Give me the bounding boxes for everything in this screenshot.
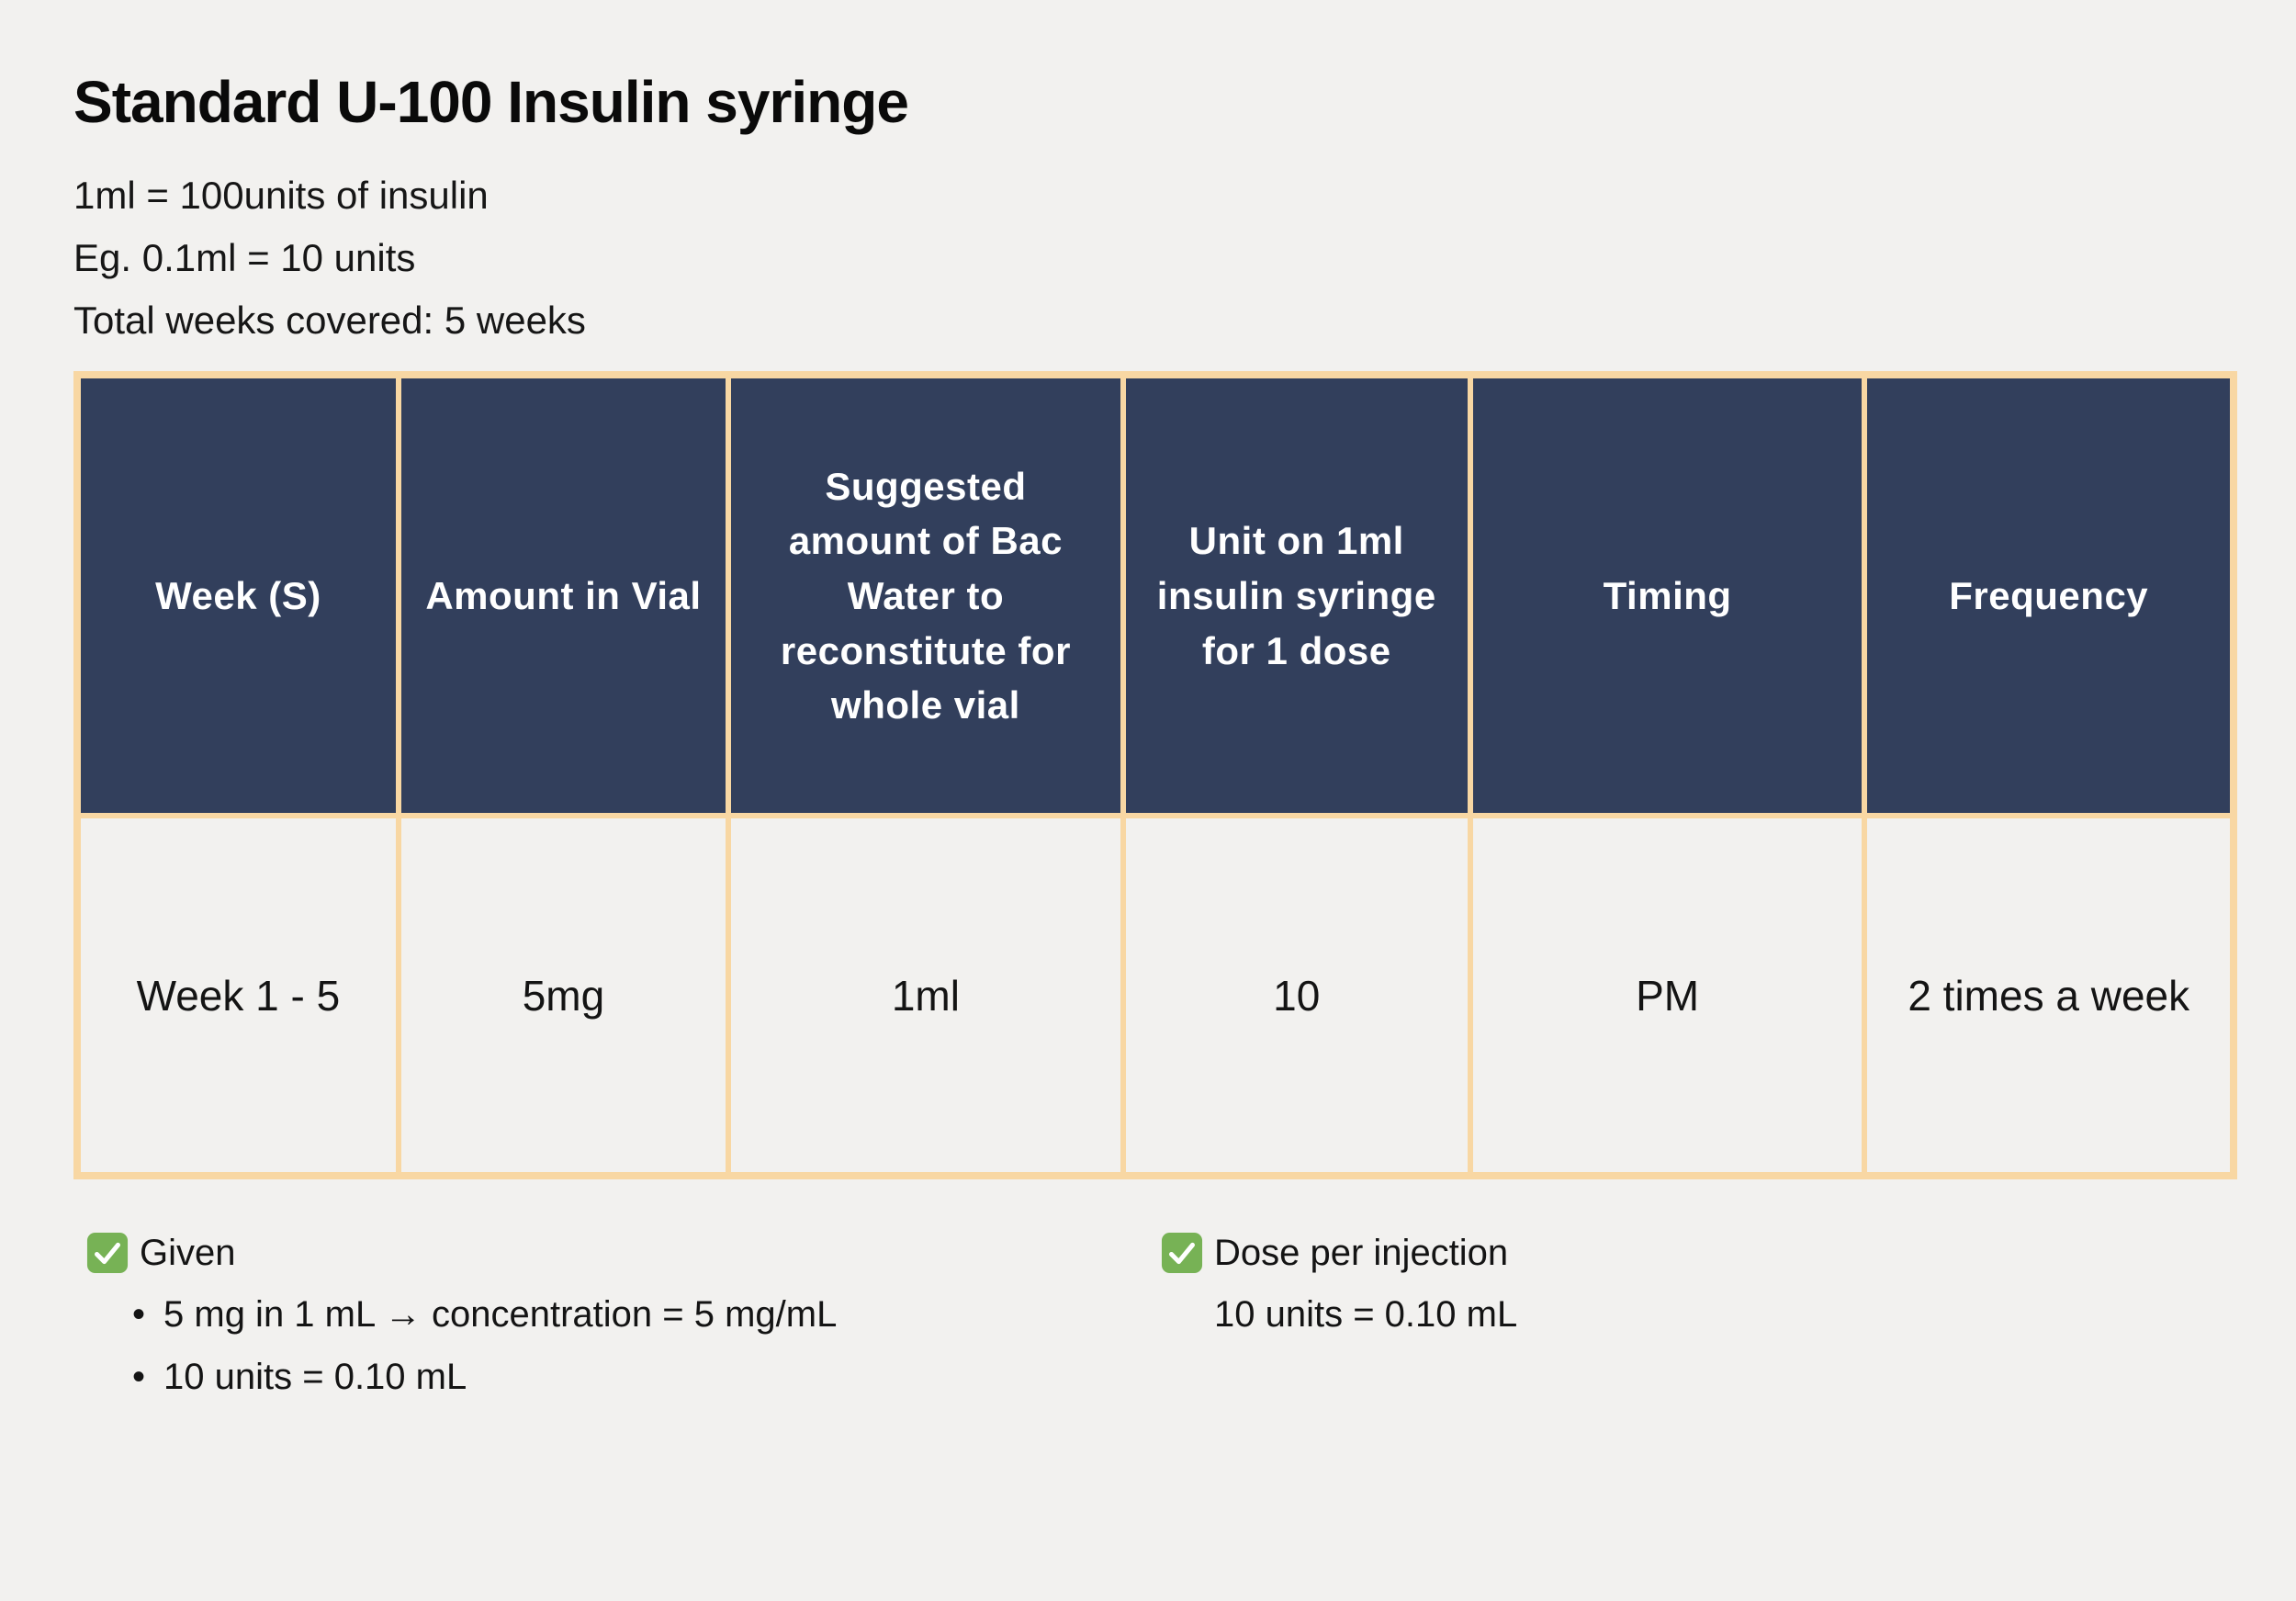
subtitle-block: 1ml = 100units of insulin Eg. 0.1ml = 10… [73,173,2237,343]
column-header-weeks: Week (S) [74,372,401,819]
check-icon [86,1232,129,1274]
subtitle-conversion: 1ml = 100units of insulin [73,173,489,217]
column-header-bac-water: Suggested amount of Bac Water to reconst… [726,372,1126,819]
note-dose-header: Dose per injection [1161,1231,1517,1275]
cell-amount-in-vial: 5mg [395,813,732,1179]
page: Standard U-100 Insulin syringe 1ml = 100… [0,69,2296,1400]
dosing-table: Week (S) Amount in Vial Suggested amount… [73,371,2237,1180]
column-header-amount-in-vial: Amount in Vial [395,372,732,819]
column-header-timing: Timing [1467,372,1868,819]
subtitle-total-weeks: Total weeks covered: 5 weeks [73,299,586,343]
note-dose-line: 10 units = 0.10 mL [1214,1294,1518,1336]
note-dose-label: Dose per injection [1214,1233,1509,1274]
cell-frequency: 2 times a week [1862,813,2236,1179]
note-given-header: Given [86,1231,1161,1275]
cell-weeks: Week 1 - 5 [74,813,401,1179]
table-row: Week 1 - 5 5mg 1ml 10 PM 2 times a week [74,813,2236,1179]
subtitle-example: Eg. 0.1ml = 10 units [73,235,416,279]
column-header-units-per-dose: Unit on 1ml insulin syringe for 1 dose [1120,372,1473,819]
column-header-frequency: Frequency [1862,372,2236,819]
note-given-bullet-1: 5 mg in 1 mL → concentration = 5 mg/mL [132,1291,1161,1337]
page-title: Standard U-100 Insulin syringe [73,69,909,135]
header-row: Week (S) Amount in Vial Suggested amount… [74,372,2236,819]
cell-bac-water: 1ml [726,813,1126,1179]
cell-units-per-dose: 10 [1120,813,1473,1179]
notes-section: Given 5 mg in 1 mL → concentration = 5 m… [73,1231,2237,1400]
note-dose: Dose per injection 10 units = 0.10 mL [1161,1231,1517,1400]
check-icon [1161,1232,1203,1274]
note-given: Given 5 mg in 1 mL → concentration = 5 m… [86,1231,1161,1400]
note-given-bullet-2: 10 units = 0.10 mL [132,1354,1161,1400]
note-given-label: Given [140,1233,236,1274]
cell-timing: PM [1467,813,1868,1179]
